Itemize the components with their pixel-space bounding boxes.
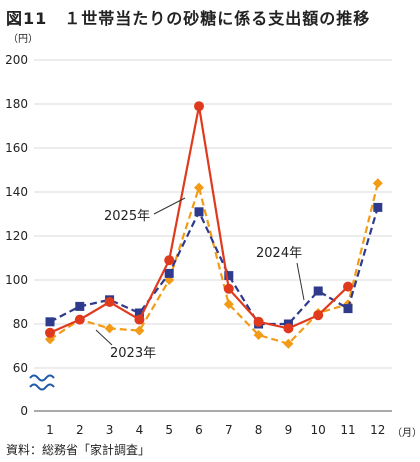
data-point xyxy=(134,308,144,318)
gridlines xyxy=(34,59,392,412)
x-tick-label: 3 xyxy=(106,423,114,437)
axis-break-line xyxy=(29,383,55,391)
data-point xyxy=(283,323,294,334)
x-tick-label: 10 xyxy=(311,423,326,437)
x-tick-label: 11 xyxy=(340,423,355,437)
label-leader-line xyxy=(296,262,305,301)
series-label: 2024年 xyxy=(256,246,302,261)
x-tick-label: 4 xyxy=(136,423,144,437)
y-tick-label: 0 xyxy=(20,404,28,418)
series-line xyxy=(49,182,379,346)
y-tick-labels: 200 180 160 140 120 100 80 60 0 xyxy=(5,53,28,418)
y-unit-label: （円） xyxy=(8,33,38,45)
data-point xyxy=(283,338,294,349)
data-point xyxy=(194,101,204,112)
y-tick-label: 180 xyxy=(5,97,28,111)
y-tick-label: 160 xyxy=(5,141,28,155)
source-note: 資料：総務省「家計調査」 xyxy=(6,443,151,457)
axis-break-icon xyxy=(29,374,55,391)
x-tick-label: 1 xyxy=(46,423,54,437)
data-point xyxy=(134,314,145,325)
data-point xyxy=(45,327,55,338)
label-leader-line xyxy=(95,329,113,346)
data-point xyxy=(253,316,264,327)
data-point xyxy=(194,182,204,193)
data-point xyxy=(164,268,174,278)
data-point xyxy=(74,314,85,325)
y-tick-label: 60 xyxy=(13,361,28,375)
data-point xyxy=(372,178,383,189)
y-tick-label: 140 xyxy=(5,185,28,199)
x-tick-labels: 1 2 3 4 5 6 7 8 9 10 11 12 xyxy=(46,423,385,437)
x-tick-label: 12 xyxy=(370,423,385,437)
label-leader-line xyxy=(153,197,186,215)
data-point xyxy=(224,271,234,281)
axis-break-line xyxy=(29,374,55,382)
data-point xyxy=(104,323,115,334)
y-tick-label: 80 xyxy=(13,317,28,331)
data-point xyxy=(134,325,145,336)
data-point xyxy=(313,310,324,321)
data-point xyxy=(223,299,234,310)
data-point xyxy=(164,255,175,266)
x-tick-label: 6 xyxy=(195,423,203,437)
x-tick-label: 8 xyxy=(255,423,263,437)
data-point xyxy=(343,304,353,314)
data-point xyxy=(253,330,264,340)
data-point xyxy=(104,297,115,307)
y-tick-label: 200 xyxy=(5,53,28,67)
x-tick-label: 9 xyxy=(285,423,293,437)
series-labels: 2025年 2024年 2023年 xyxy=(95,197,305,361)
series-lines xyxy=(45,101,383,349)
data-point xyxy=(223,283,234,294)
x-tick-label: 5 xyxy=(165,423,173,437)
y-tick-label: 100 xyxy=(5,273,28,287)
data-point xyxy=(313,286,323,296)
data-point xyxy=(343,281,353,292)
x-tick-label: 2 xyxy=(76,423,84,437)
data-point xyxy=(194,207,204,217)
data-point xyxy=(45,317,55,327)
data-point xyxy=(75,301,85,311)
series-line xyxy=(49,207,379,326)
chart-title: 図11 １世帯当たりの砂糖に係る支出額の推移 xyxy=(6,9,371,28)
y-tick-label: 120 xyxy=(5,229,28,243)
x-tick-label: 7 xyxy=(225,423,233,437)
x-unit-label: （月） xyxy=(392,427,420,439)
data-point xyxy=(373,202,383,212)
series-label: 2025年 xyxy=(104,209,150,224)
series-label: 2023年 xyxy=(110,346,156,361)
